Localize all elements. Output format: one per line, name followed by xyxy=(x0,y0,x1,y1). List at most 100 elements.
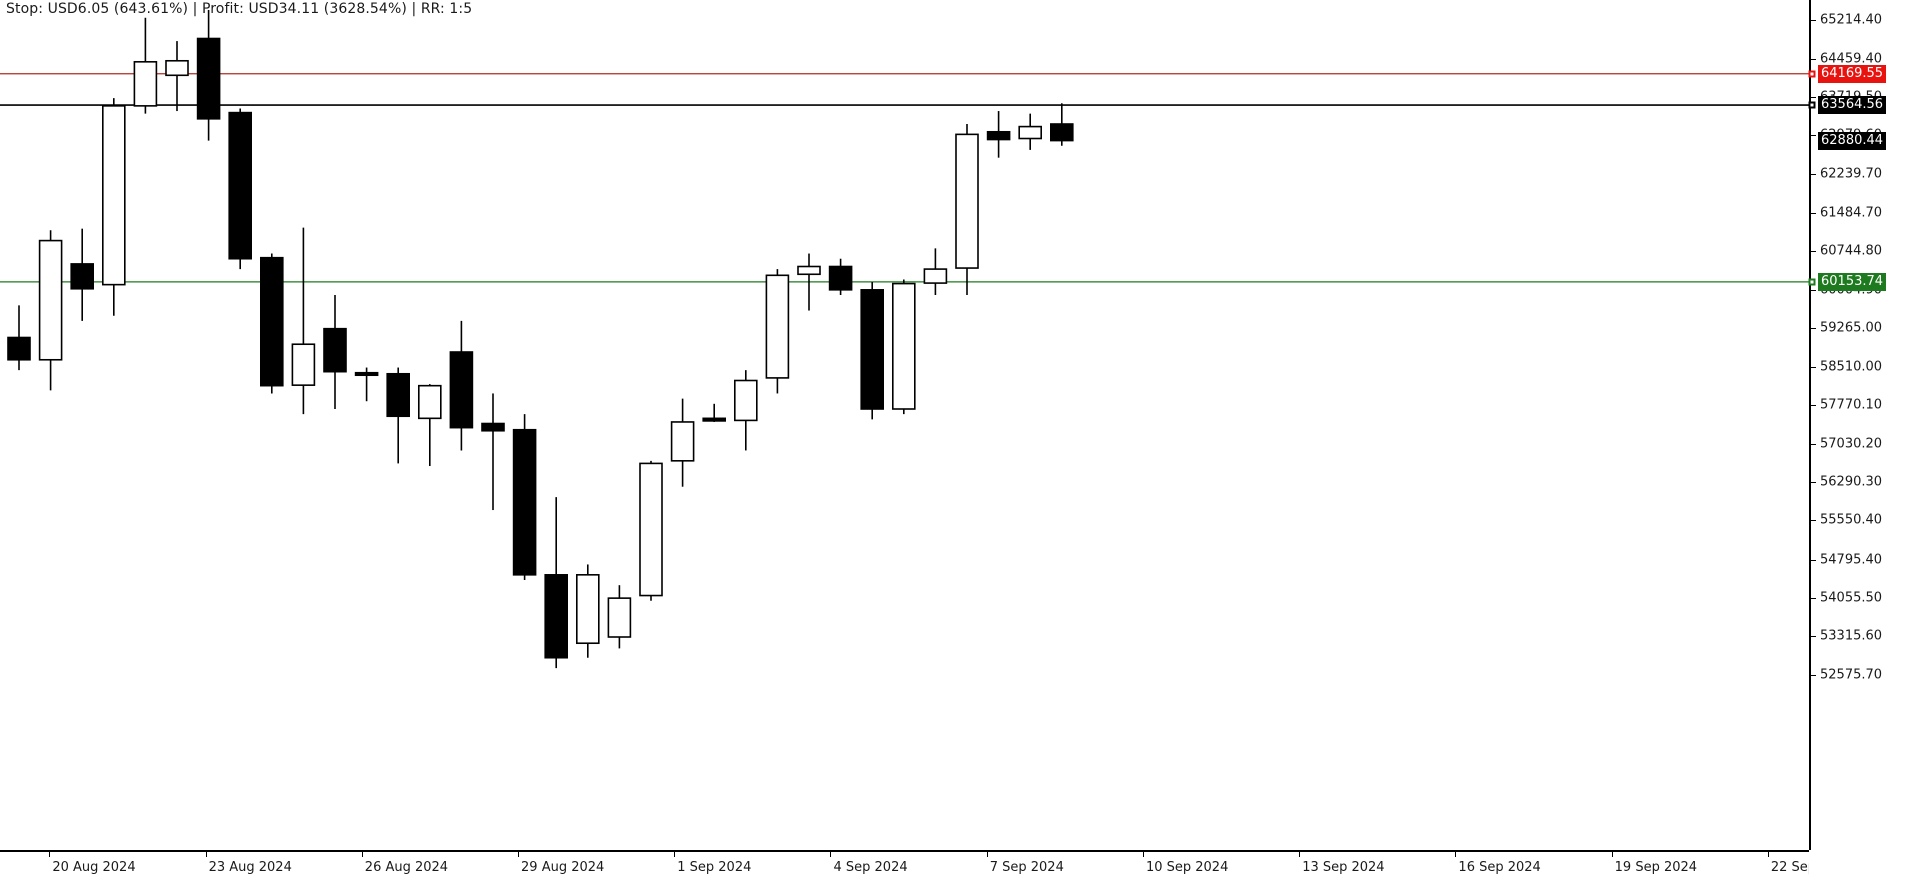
price-tick xyxy=(1811,327,1816,329)
candle-body[interactable] xyxy=(923,268,948,284)
date-tick-label: 19 Sep 2024 xyxy=(1614,860,1698,875)
candle-body[interactable] xyxy=(860,289,885,410)
candle-body[interactable] xyxy=(196,37,221,120)
price-tick-label: 53315.60 xyxy=(1820,628,1883,644)
date-tick xyxy=(1299,852,1301,857)
candle-body[interactable] xyxy=(417,384,442,420)
candle-body[interactable] xyxy=(891,282,916,410)
price-tick-label: 62239.70 xyxy=(1820,166,1883,182)
candle-body[interactable] xyxy=(702,417,727,422)
price-tick xyxy=(1811,135,1816,137)
price-tick xyxy=(1811,482,1816,484)
price-tick xyxy=(1811,674,1816,676)
date-axis[interactable]: 20 Aug 2024 23 Aug 2024 26 Aug 2024 29 Aug … xyxy=(0,850,1853,885)
date-tick xyxy=(1142,852,1144,857)
date-tick-label: 4 Sep 2024 xyxy=(833,860,908,875)
candle-body[interactable] xyxy=(639,462,663,597)
price-axis[interactable]: 65214.4064459.4063719.5062979.6062239.70… xyxy=(1808,0,1906,850)
date-tick-label: 26 Aug 2024 xyxy=(364,860,449,875)
price-tick-label: 56290.30 xyxy=(1820,474,1883,490)
candle-body[interactable] xyxy=(386,372,411,418)
candle-body[interactable] xyxy=(575,574,600,645)
candlestick-series xyxy=(0,10,1809,669)
date-tick xyxy=(361,852,363,857)
price-tick-label: 65214.40 xyxy=(1820,12,1883,28)
level-lines-group xyxy=(0,73,1809,283)
candle-body[interactable] xyxy=(797,265,821,276)
price-tick-label: 59265.00 xyxy=(1820,320,1883,336)
date-tick-label: 13 Sep 2024 xyxy=(1302,860,1385,875)
candle-body[interactable] xyxy=(165,59,189,77)
entry-level-handle[interactable] xyxy=(1808,101,1816,109)
price-tick-label: 57770.10 xyxy=(1820,397,1883,413)
price-tick-label: 64459.40 xyxy=(1820,51,1883,67)
date-tick-label: 20 Aug 2024 xyxy=(52,860,136,875)
candle-body[interactable] xyxy=(670,421,695,462)
date-tick xyxy=(205,852,207,857)
candle-body[interactable] xyxy=(986,130,1011,141)
price-tick xyxy=(1811,636,1816,638)
candle-body[interactable] xyxy=(102,105,126,286)
price-tick xyxy=(1811,443,1816,445)
price-tick xyxy=(1811,19,1816,21)
candle-body[interactable] xyxy=(354,371,379,377)
date-tick xyxy=(830,852,832,857)
date-tick xyxy=(1455,852,1457,857)
date-tick-label: 10 Sep 2024 xyxy=(1145,860,1229,875)
price-tick xyxy=(1811,597,1816,599)
price-tick xyxy=(1811,97,1816,99)
price-tick xyxy=(1811,251,1816,253)
date-tick xyxy=(986,852,988,857)
candle-body[interactable] xyxy=(449,351,474,429)
entry-level-badge[interactable]: 63564.56 xyxy=(1818,96,1887,115)
price-tick-label: 52575.70 xyxy=(1820,667,1883,683)
date-tick-label: 7 Sep 2024 xyxy=(989,860,1064,875)
candle-body[interactable] xyxy=(1050,123,1074,142)
price-tick xyxy=(1811,559,1816,561)
date-tick-label: 23 Aug 2024 xyxy=(208,860,292,875)
candle-body[interactable] xyxy=(765,274,790,379)
candle-body[interactable] xyxy=(7,336,31,361)
candle-body[interactable] xyxy=(955,133,979,269)
trade-annotation-label: Stop: USD6.05 (643.61%) | Profit: USD34.… xyxy=(6,1,473,17)
price-tick xyxy=(1811,520,1816,522)
chart-plot-area[interactable] xyxy=(0,0,1809,850)
candle-body[interactable] xyxy=(1018,125,1043,140)
candle-body[interactable] xyxy=(291,343,316,386)
candle-body[interactable] xyxy=(607,597,632,638)
price-tick-label: 58510.00 xyxy=(1820,359,1883,375)
price-tick xyxy=(1811,212,1816,214)
date-tick xyxy=(518,852,520,857)
date-tick xyxy=(674,852,676,857)
candle-body[interactable] xyxy=(481,422,505,432)
stop-level-handle[interactable] xyxy=(1808,70,1816,78)
candles-group xyxy=(7,10,1074,669)
candle-body[interactable] xyxy=(828,265,853,291)
date-tick-label: 1 Sep 2024 xyxy=(677,860,752,875)
price-tick-label: 60744.80 xyxy=(1820,243,1883,259)
price-tick-label: 55550.40 xyxy=(1820,512,1883,528)
date-tick xyxy=(1767,852,1769,857)
price-tick-label: 54055.50 xyxy=(1820,590,1883,606)
candle-body[interactable] xyxy=(733,379,758,422)
candle-body[interactable] xyxy=(259,256,284,387)
price-tick xyxy=(1811,405,1816,407)
candle-body[interactable] xyxy=(544,574,569,659)
candle-body[interactable] xyxy=(133,61,158,107)
date-tick-label: 16 Sep 2024 xyxy=(1458,860,1541,875)
current-price-badge[interactable]: 62880.44 xyxy=(1818,131,1887,150)
candle-body[interactable] xyxy=(38,239,63,361)
price-tick xyxy=(1811,367,1816,369)
axis-corner xyxy=(1809,850,1906,885)
price-tick-label: 57030.20 xyxy=(1820,436,1883,452)
price-tick xyxy=(1811,58,1816,60)
candle-body[interactable] xyxy=(512,428,537,576)
candle-body[interactable] xyxy=(323,327,347,373)
candle-body[interactable] xyxy=(228,111,252,260)
price-tick-label: 61484.70 xyxy=(1820,205,1883,221)
stop-level-badge[interactable]: 64169.55 xyxy=(1818,64,1887,83)
price-tick xyxy=(1811,289,1816,291)
candle-body[interactable] xyxy=(70,263,94,290)
target-level-handle[interactable] xyxy=(1808,278,1816,286)
target-level-badge[interactable]: 60153.74 xyxy=(1818,272,1887,291)
